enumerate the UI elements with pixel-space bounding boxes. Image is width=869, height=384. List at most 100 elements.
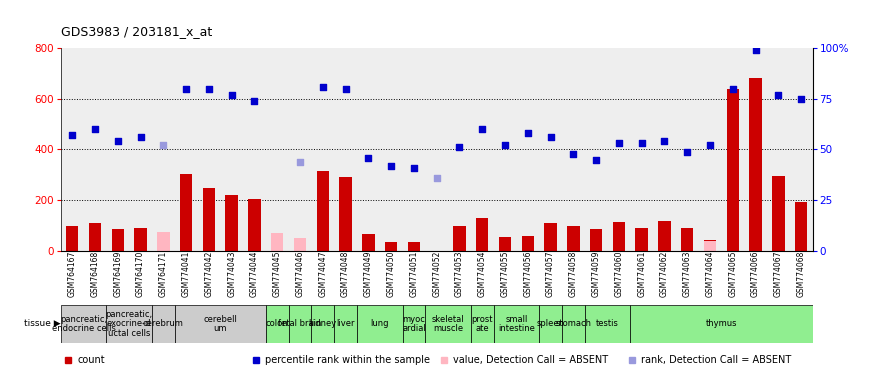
- Text: GSM774048: GSM774048: [341, 251, 350, 297]
- Bar: [402, 305, 425, 343]
- Text: percentile rank within the sample: percentile rank within the sample: [265, 355, 430, 365]
- Text: GSM764167: GSM764167: [68, 251, 76, 297]
- Text: tissue ▶: tissue ▶: [24, 319, 61, 328]
- Bar: [539, 305, 562, 343]
- Text: GSM774044: GSM774044: [250, 251, 259, 298]
- Bar: [476, 218, 488, 251]
- Point: [293, 159, 307, 165]
- Bar: [772, 176, 785, 251]
- Point: [430, 175, 444, 181]
- Text: GSM774064: GSM774064: [706, 251, 714, 298]
- Text: GSM774052: GSM774052: [432, 251, 441, 297]
- Bar: [590, 229, 602, 251]
- Text: GSM774056: GSM774056: [523, 251, 533, 298]
- Text: colon: colon: [266, 319, 289, 328]
- Bar: [425, 305, 471, 343]
- Point: [315, 83, 329, 89]
- Bar: [157, 232, 169, 251]
- Text: GSM764170: GSM764170: [136, 251, 145, 297]
- Text: myoc
ardial: myoc ardial: [402, 314, 426, 333]
- Text: count: count: [77, 355, 105, 365]
- Bar: [335, 305, 357, 343]
- Point: [339, 86, 353, 92]
- Point: [134, 134, 148, 141]
- Point: [248, 98, 262, 104]
- Text: rank, Detection Call = ABSENT: rank, Detection Call = ABSENT: [641, 355, 792, 365]
- Bar: [494, 305, 539, 343]
- Point: [748, 47, 762, 53]
- Point: [726, 86, 740, 92]
- Point: [589, 157, 603, 163]
- Bar: [362, 235, 375, 251]
- Bar: [658, 220, 671, 251]
- Point: [362, 154, 375, 161]
- Point: [612, 140, 626, 146]
- Point: [179, 86, 193, 92]
- Bar: [562, 305, 585, 343]
- Text: GSM774057: GSM774057: [546, 251, 555, 298]
- Bar: [454, 226, 466, 251]
- Text: GSM764168: GSM764168: [90, 251, 99, 297]
- Point: [680, 149, 694, 155]
- Bar: [249, 199, 261, 251]
- Text: GSM774049: GSM774049: [364, 251, 373, 298]
- Text: kidney: kidney: [308, 319, 337, 328]
- Text: GSM774067: GSM774067: [774, 251, 783, 298]
- Point: [703, 142, 717, 149]
- Point: [772, 92, 786, 98]
- Text: GSM774051: GSM774051: [409, 251, 418, 297]
- Bar: [635, 228, 648, 251]
- Text: GSM774061: GSM774061: [637, 251, 647, 297]
- Bar: [630, 305, 813, 343]
- Bar: [111, 229, 124, 251]
- Point: [475, 126, 489, 132]
- Bar: [316, 171, 329, 251]
- Point: [567, 151, 580, 157]
- Bar: [408, 242, 420, 251]
- Bar: [89, 223, 102, 251]
- Text: cerebell
um: cerebell um: [203, 314, 237, 333]
- Bar: [266, 305, 289, 343]
- Bar: [66, 226, 78, 251]
- Point: [407, 165, 421, 171]
- Text: GSM774041: GSM774041: [182, 251, 190, 297]
- Text: cerebrum: cerebrum: [143, 319, 183, 328]
- Text: GSM774068: GSM774068: [797, 251, 806, 297]
- Text: GSM774054: GSM774054: [478, 251, 487, 298]
- Point: [498, 142, 512, 149]
- Text: GSM774046: GSM774046: [295, 251, 304, 298]
- Text: GSM774053: GSM774053: [455, 251, 464, 298]
- Bar: [613, 222, 625, 251]
- Bar: [339, 177, 352, 251]
- Text: GSM774066: GSM774066: [751, 251, 760, 298]
- Text: spleen: spleen: [536, 319, 565, 328]
- Text: GSM774058: GSM774058: [569, 251, 578, 297]
- Point: [634, 140, 648, 146]
- Text: GSM774050: GSM774050: [387, 251, 395, 298]
- Bar: [106, 305, 152, 343]
- Text: GSM774059: GSM774059: [592, 251, 600, 298]
- Bar: [294, 238, 306, 251]
- Bar: [471, 305, 494, 343]
- Text: lung: lung: [370, 319, 389, 328]
- Bar: [152, 305, 175, 343]
- Bar: [704, 240, 716, 251]
- Text: GSM774055: GSM774055: [501, 251, 509, 298]
- Bar: [521, 236, 534, 251]
- Text: liver: liver: [336, 319, 355, 328]
- Text: GDS3983 / 203181_x_at: GDS3983 / 203181_x_at: [61, 25, 212, 38]
- Point: [65, 132, 79, 138]
- Text: GSM764171: GSM764171: [159, 251, 168, 297]
- Bar: [202, 187, 216, 251]
- Point: [544, 134, 558, 141]
- Text: GSM774060: GSM774060: [614, 251, 623, 298]
- Bar: [61, 305, 106, 343]
- Text: GSM764169: GSM764169: [113, 251, 123, 297]
- Point: [88, 126, 102, 132]
- Bar: [795, 202, 807, 251]
- Text: pancreatic,
endocrine cells: pancreatic, endocrine cells: [51, 314, 116, 333]
- Text: GSM774062: GSM774062: [660, 251, 669, 297]
- Text: value, Detection Call = ABSENT: value, Detection Call = ABSENT: [454, 355, 608, 365]
- Bar: [135, 228, 147, 251]
- Bar: [704, 241, 716, 251]
